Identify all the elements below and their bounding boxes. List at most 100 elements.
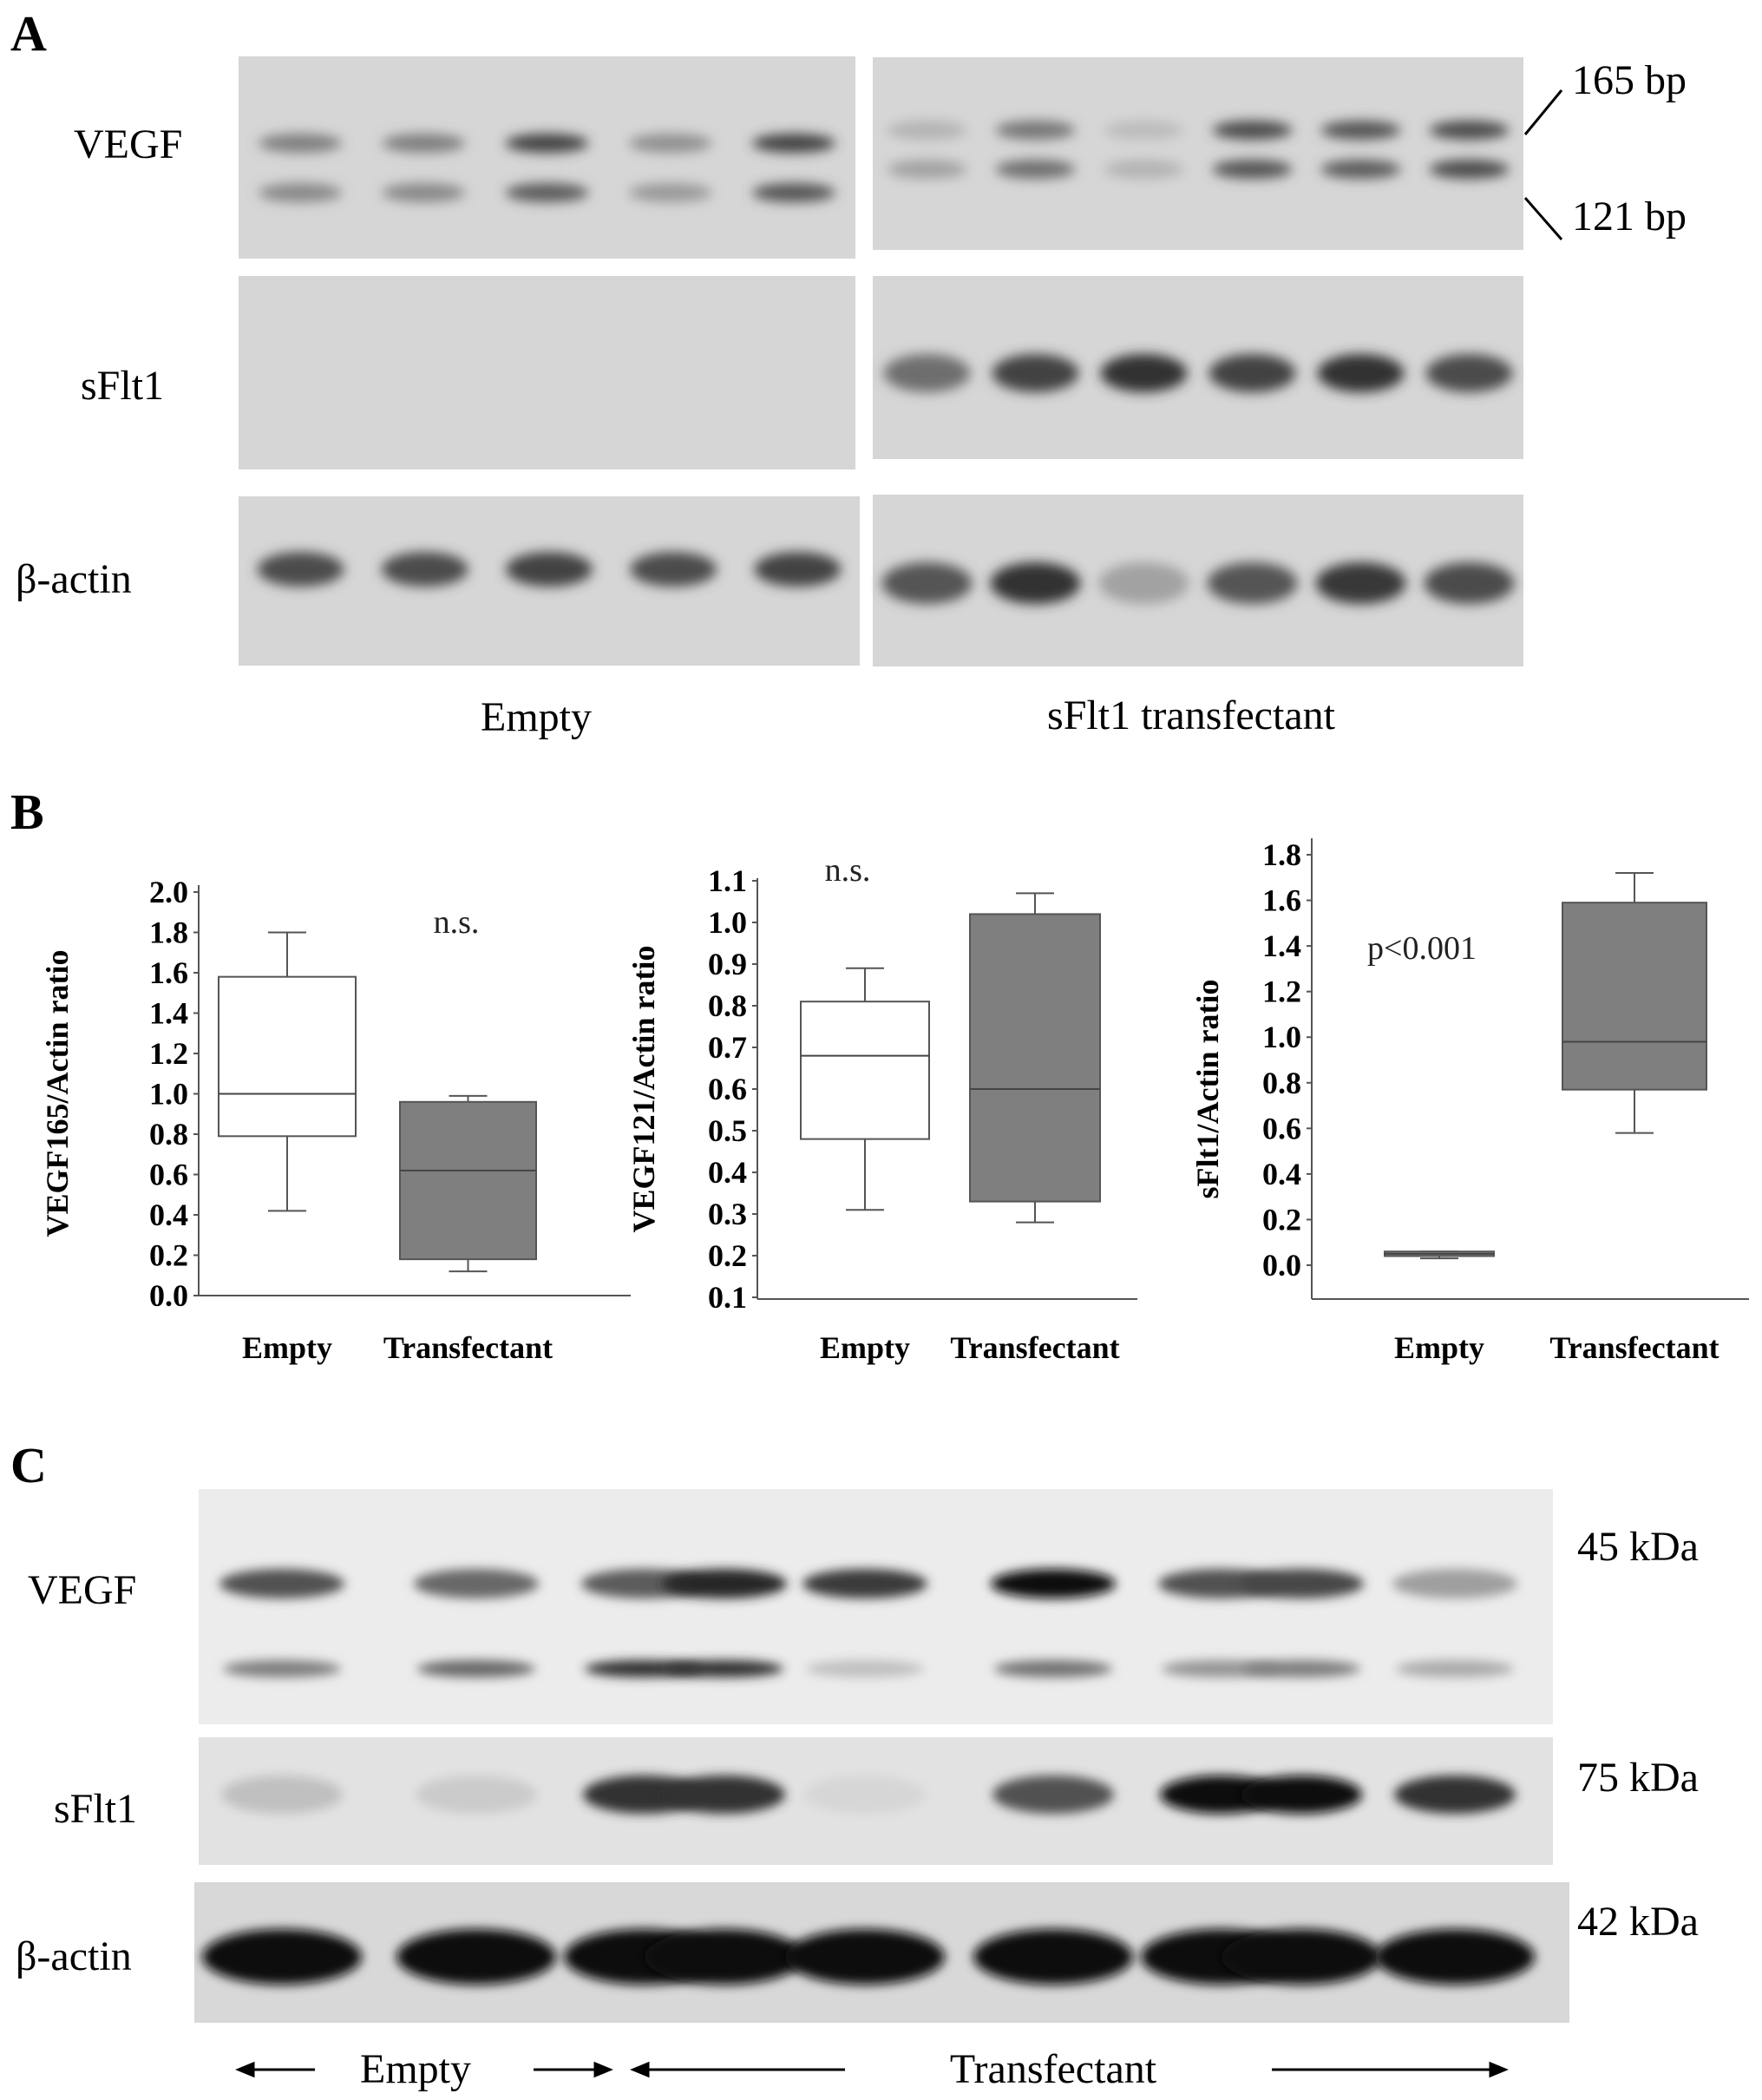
box-plot-2: 0.1 0.2 0.3 0.4 0.5 0.6 0.7 0.8 0.9 1.0 1.1 VEGF121… (626, 852, 1137, 1365)
group-label-empty: Empty (481, 694, 592, 740)
arrowhead-icon (593, 2061, 613, 2078)
y-tick-label: 0.4 (708, 1155, 747, 1190)
band (991, 1569, 1116, 1598)
panel-c: C VEGF sFlt1 β-actin 45 kDa 75 kDa 42 kD… (10, 1437, 1699, 2092)
band (1320, 160, 1401, 179)
band (628, 183, 712, 202)
y-tick-label: 1.6 (149, 955, 188, 990)
band (1375, 1929, 1535, 1985)
band (1320, 121, 1401, 140)
band (806, 1660, 924, 1677)
y-tick-label: 0.4 (1262, 1157, 1301, 1191)
size-marker-121bp: 121 bp (1572, 194, 1687, 240)
y-tick-label: 0.6 (1262, 1111, 1301, 1145)
x-category-label: Empty (242, 1330, 332, 1365)
y-tick-label: 0.8 (708, 988, 747, 1023)
gel-vegf-empty-background (239, 56, 855, 259)
y-axis-label: VEGF165/Actin ratio (40, 950, 75, 1237)
gel-vegf-empty (239, 56, 855, 259)
band (992, 1775, 1114, 1814)
band (630, 552, 717, 587)
y-tick-label: 1.8 (149, 915, 188, 950)
y-tick-label: 1.6 (1262, 883, 1301, 918)
marker-121-pointer (1523, 197, 1563, 240)
box-transfectant (399, 1094, 537, 1273)
arrowhead-icon (630, 2061, 650, 2078)
band (1315, 562, 1406, 604)
row-label-sflt1-c: sFlt1 (54, 1786, 137, 1832)
box-empty (218, 931, 357, 1212)
band (995, 121, 1076, 140)
gel-sflt1-empty-background (239, 276, 855, 469)
y-tick-label: 0.2 (708, 1238, 747, 1273)
gel-sflt1-transfectant-background (873, 276, 1523, 459)
band (1239, 1569, 1364, 1598)
band (995, 160, 1076, 179)
band (382, 134, 466, 153)
band (1104, 160, 1184, 179)
y-axis-label: VEGF121/Actin ratio (626, 946, 661, 1233)
band (1317, 354, 1405, 392)
gel-sflt1-transfectant (873, 276, 1523, 459)
band (223, 1660, 341, 1677)
box-iqr (218, 975, 357, 1138)
band (1392, 1569, 1517, 1598)
band (221, 1775, 343, 1814)
band (645, 1929, 804, 1985)
band (505, 183, 589, 202)
band (1209, 354, 1296, 392)
band (881, 562, 973, 604)
band (1242, 1660, 1360, 1677)
gel-vegf-transfectant-background (873, 57, 1523, 250)
band (202, 1929, 362, 1985)
y-tick-label: 1.0 (1262, 1020, 1301, 1054)
size-marker-42kda: 42 kDa (1577, 1899, 1699, 1945)
band (505, 134, 589, 153)
y-tick-label: 1.4 (1262, 929, 1301, 963)
x-category-label: Transfectant (383, 1330, 553, 1365)
x-category-label: Transfectant (1549, 1330, 1719, 1365)
panel-letter-c: C (10, 1437, 47, 1493)
band (973, 1929, 1133, 1985)
blot-vegf (199, 1489, 1553, 1724)
arrowhead-icon (1489, 2061, 1509, 2078)
y-tick-label: 0.6 (149, 1158, 188, 1192)
panel-letter-b: B (10, 784, 44, 840)
x-category-label: Transfectant (950, 1330, 1119, 1365)
band (785, 1929, 945, 1985)
band (1162, 1660, 1280, 1677)
size-marker-75kda: 75 kDa (1577, 1755, 1699, 1801)
box-plot-3: 0.0 0.2 0.4 0.6 0.8 1.0 1.2 1.4 1.6 1.8 sFlt1/Acti… (1190, 837, 1749, 1365)
band (219, 1569, 344, 1598)
y-tick-label: 0.5 (708, 1113, 747, 1148)
size-marker-165bp: 165 bp (1572, 57, 1687, 103)
band (887, 160, 967, 179)
y-tick-label: 0.7 (708, 1030, 747, 1065)
y-tick-label: 0.1 (708, 1280, 747, 1315)
y-tick-label: 0.6 (708, 1072, 747, 1106)
y-tick-label: 1.8 (1262, 837, 1301, 872)
row-label-vegf-c: VEGF (28, 1567, 136, 1613)
y-tick-label: 1.1 (708, 863, 747, 898)
band (585, 1660, 703, 1677)
group-arrows (235, 2061, 1509, 2078)
box-empty (800, 967, 930, 1211)
row-label-beta-actin: β-actin (16, 556, 132, 602)
box-transfectant (969, 892, 1101, 1224)
arrowhead-icon (235, 2061, 255, 2078)
y-tick-label: 0.2 (149, 1238, 188, 1273)
y-tick-label: 0.2 (1262, 1202, 1301, 1237)
box-iqr (800, 1001, 930, 1140)
band (883, 354, 971, 392)
gel-sflt1-empty (239, 276, 855, 469)
box-plots: 0.0 0.2 0.4 0.6 0.8 1.0 1.2 1.4 1.6 1.8 2.0 VEGF165… (40, 837, 1749, 1365)
band (628, 134, 712, 153)
box-transfectant (1562, 872, 1707, 1134)
band (1425, 354, 1513, 392)
band (754, 552, 842, 587)
band (396, 1929, 556, 1985)
band (992, 354, 1079, 392)
gel-actin-transfectant-background (873, 495, 1523, 666)
band (1100, 354, 1188, 392)
band (257, 552, 344, 587)
